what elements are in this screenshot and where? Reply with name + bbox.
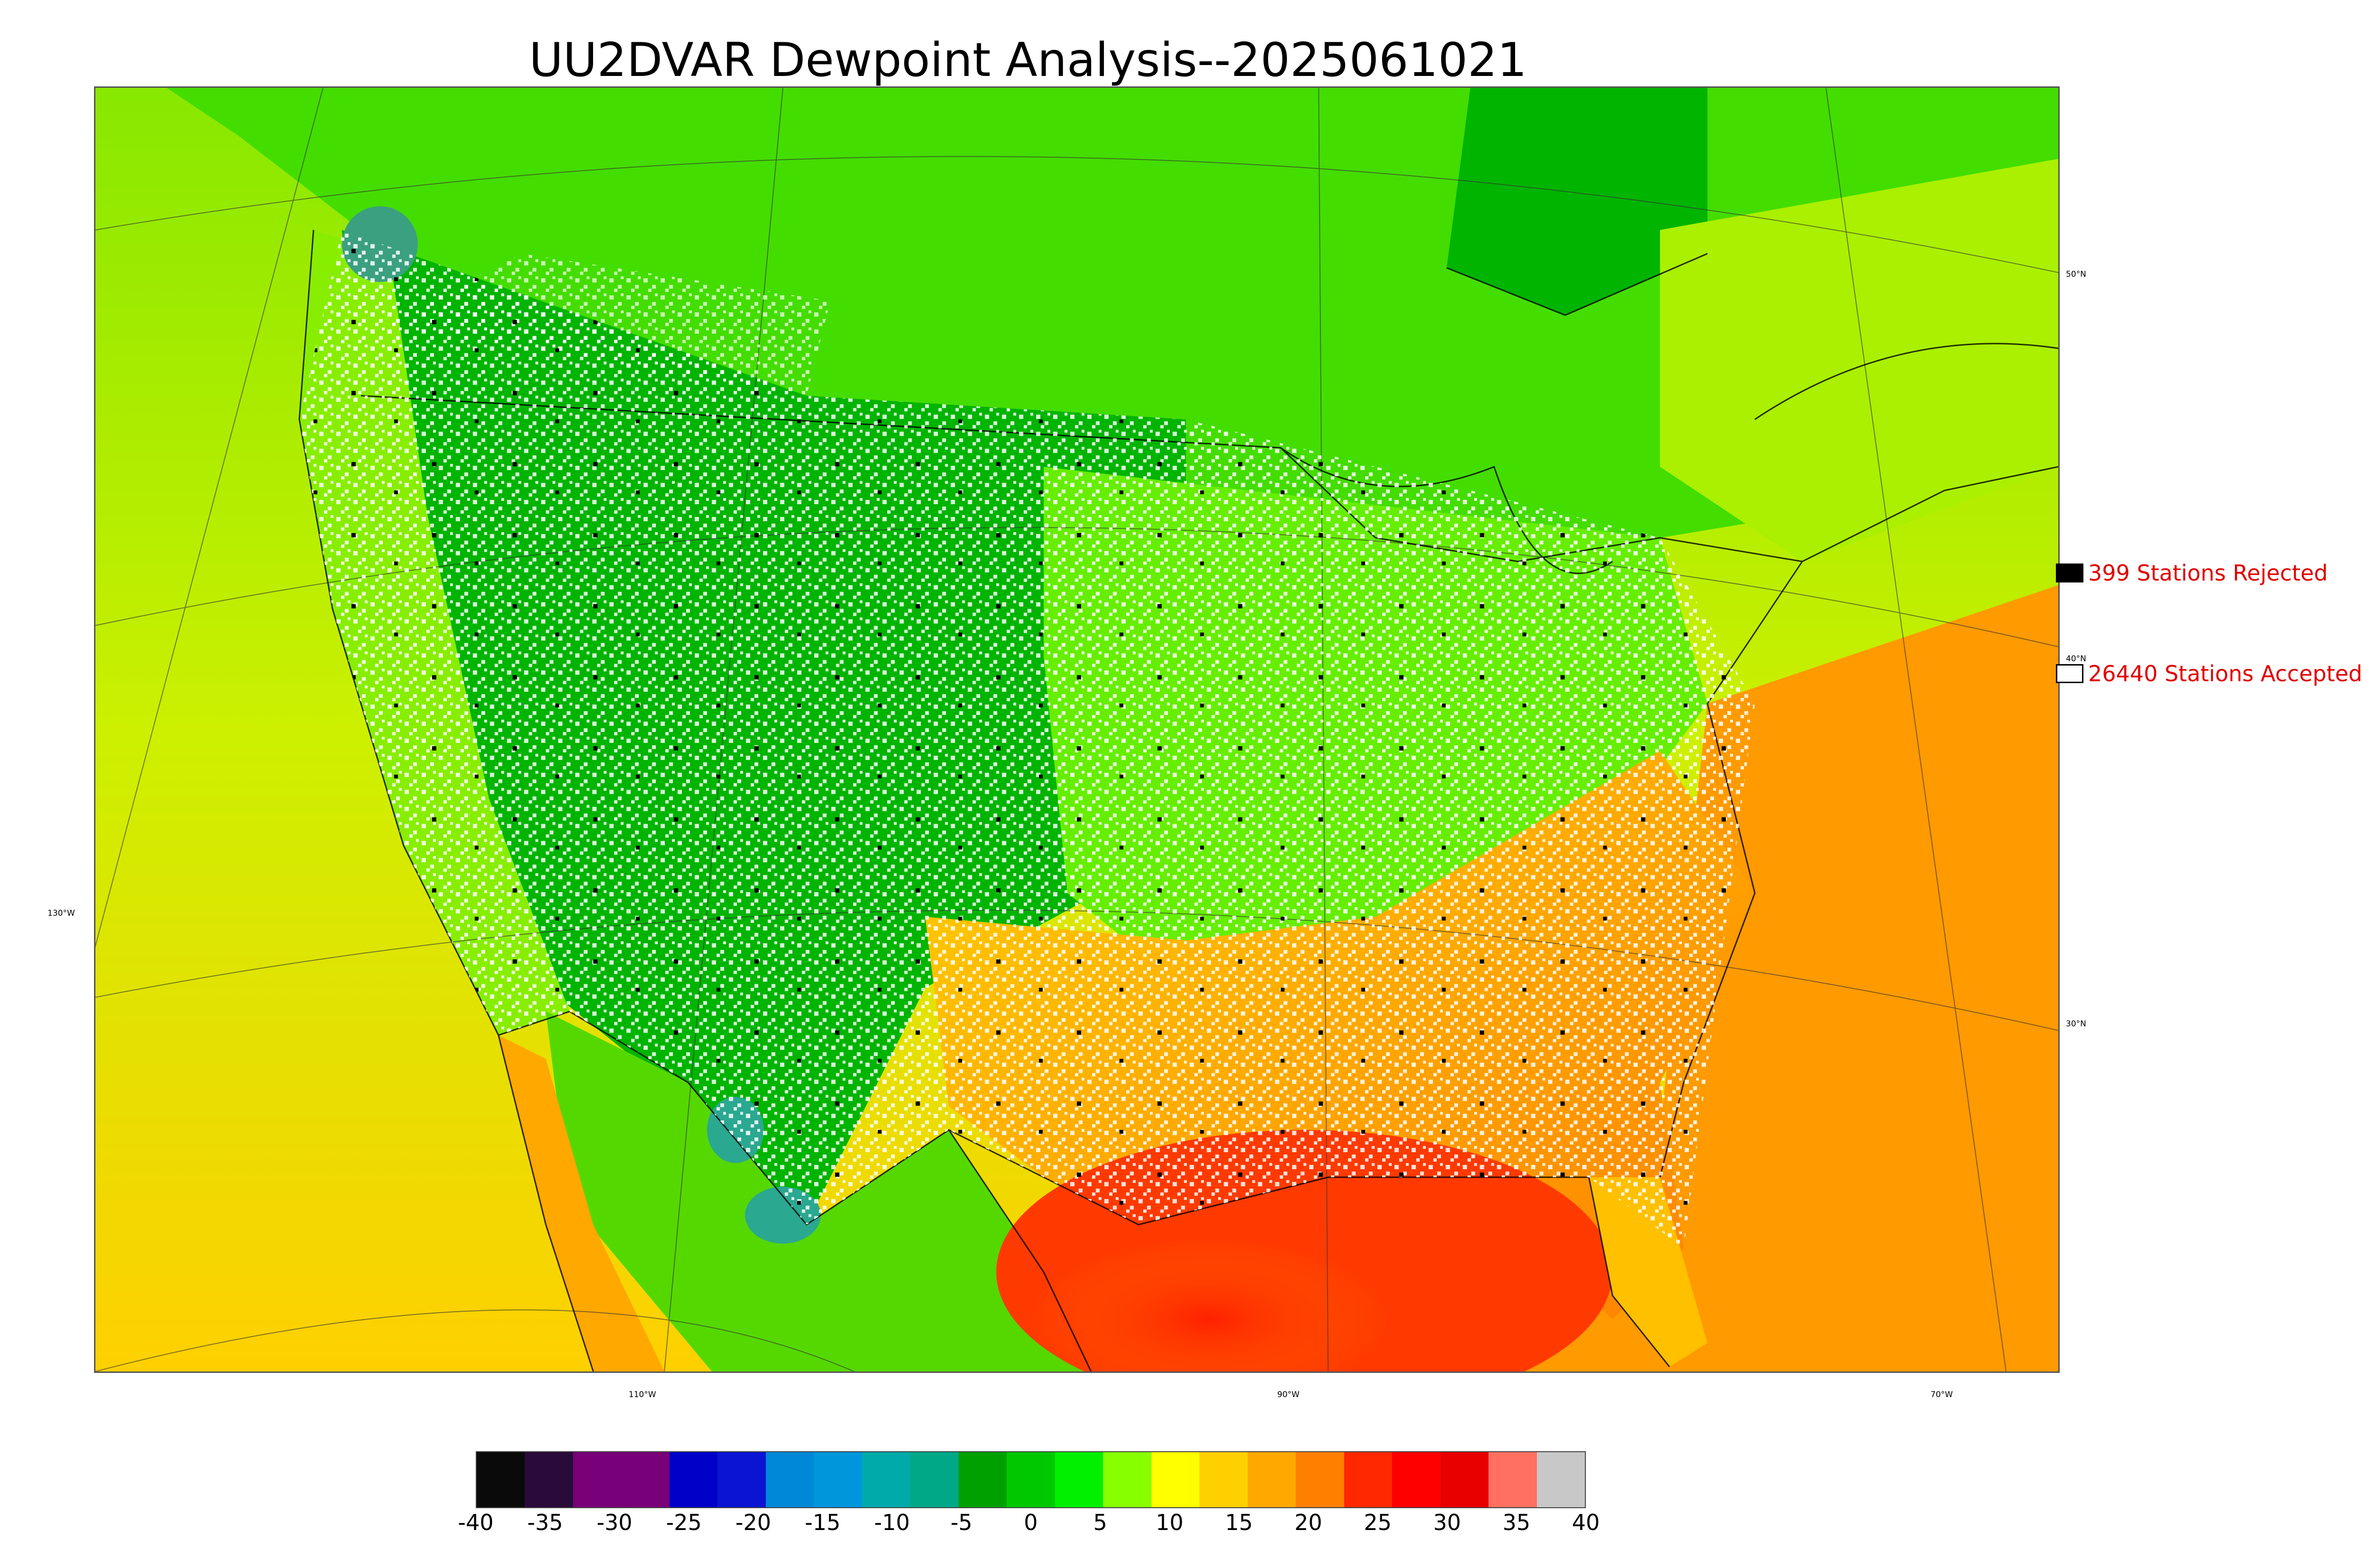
colorbar: [476, 1451, 1586, 1508]
colorbar-segment: [669, 1452, 718, 1507]
colorbar-segment: [862, 1452, 911, 1507]
colorbar-tick-label: -20: [735, 1510, 772, 1535]
rejected-stations: [299, 230, 1755, 1249]
colorbar-tick-label: -5: [950, 1510, 972, 1535]
northeast-region: [1660, 159, 2058, 562]
colorbar-segment: [573, 1452, 622, 1507]
lat-label-40n: 40°N: [2066, 654, 2086, 664]
hudson-bay: [1446, 88, 1708, 315]
colorbar-segment: [1103, 1452, 1151, 1507]
mexico-region: [546, 1011, 1091, 1371]
colorbar-segment: [1007, 1452, 1055, 1507]
colorbar-segment: [1151, 1452, 1200, 1507]
colorbar-tick-label: 10: [1155, 1510, 1184, 1535]
legend-rejected: 399 Stations Rejected: [2056, 560, 2328, 586]
colorbar-segment: [1055, 1452, 1103, 1507]
map-frame: 50°N 40°N 30°N: [94, 86, 2086, 1373]
colorbar-segment: [1247, 1452, 1296, 1507]
lon-label-90w: 90°W: [1277, 1390, 1300, 1399]
colorbar-tick-label: -25: [666, 1510, 702, 1535]
colorbar-segment: [1392, 1452, 1441, 1507]
colorbar-segment: [621, 1452, 669, 1507]
lon-label-130w: 130°W: [47, 909, 75, 918]
colorbar-segment: [1344, 1452, 1393, 1507]
colorbar-tick-label: 20: [1294, 1510, 1322, 1535]
colorbar-tick-label: -30: [596, 1510, 632, 1535]
colorbar-tick-label: -40: [458, 1510, 494, 1535]
colorbar-segment: [717, 1452, 766, 1507]
colorbar-segment: [525, 1452, 573, 1507]
colorbar-tick-label: 30: [1433, 1510, 1461, 1535]
lat-label-30n: 30°N: [2066, 1019, 2086, 1029]
colorbar-segment: [1296, 1452, 1344, 1507]
colorbar-tick-label: 40: [1572, 1510, 1600, 1535]
colorbar-segment: [1199, 1452, 1248, 1507]
colorbar-segment: [910, 1452, 959, 1507]
colorbar-segment: [1440, 1452, 1489, 1507]
colorbar-segment: [958, 1452, 1007, 1507]
colorbar-segment: [765, 1452, 814, 1507]
colorbar-segment: [477, 1452, 525, 1507]
colorbar-segment: [1536, 1452, 1585, 1507]
legend-rejected-swatch: [2056, 563, 2083, 582]
colorbar-tick-label: 15: [1225, 1510, 1253, 1535]
lon-label-70w: 70°W: [1931, 1390, 1953, 1399]
colorbar-tick-labels: -40 -35 -30 -25 -20 -15 -10 -5 0 5 10 15 20 25 30 35 40: [458, 1510, 1600, 1538]
colorbar-tick-label: -35: [527, 1510, 563, 1535]
baja-region: [498, 1035, 665, 1371]
colorbar-tick-label: 5: [1093, 1510, 1107, 1535]
legend-accepted-label: 26440 Stations Accepted: [2088, 661, 2363, 686]
legend-accepted: 26440 Stations Accepted: [2056, 661, 2362, 686]
legend-rejected-label: 399 Stations Rejected: [2088, 560, 2328, 586]
florida: [1589, 1177, 1708, 1367]
dewpoint-map: [95, 88, 2058, 1371]
colorbar-tick-label: 0: [1024, 1510, 1038, 1535]
map-title: UU2DVAR Dewpoint Analysis--2025061021: [529, 33, 1527, 87]
lon-label-110w: 110°W: [629, 1390, 656, 1399]
colorbar-segment: [814, 1452, 862, 1507]
colorbar-tick-label: 35: [1502, 1510, 1531, 1535]
colorbar-segment: [1488, 1452, 1537, 1507]
colorbar-tick-label: -10: [874, 1510, 910, 1535]
colorbar-tick-label: -15: [805, 1510, 841, 1535]
colorbar-tick-label: 25: [1364, 1510, 1392, 1535]
lat-label-50n: 50°N: [2066, 270, 2086, 279]
legend-accepted-swatch: [2056, 664, 2083, 683]
